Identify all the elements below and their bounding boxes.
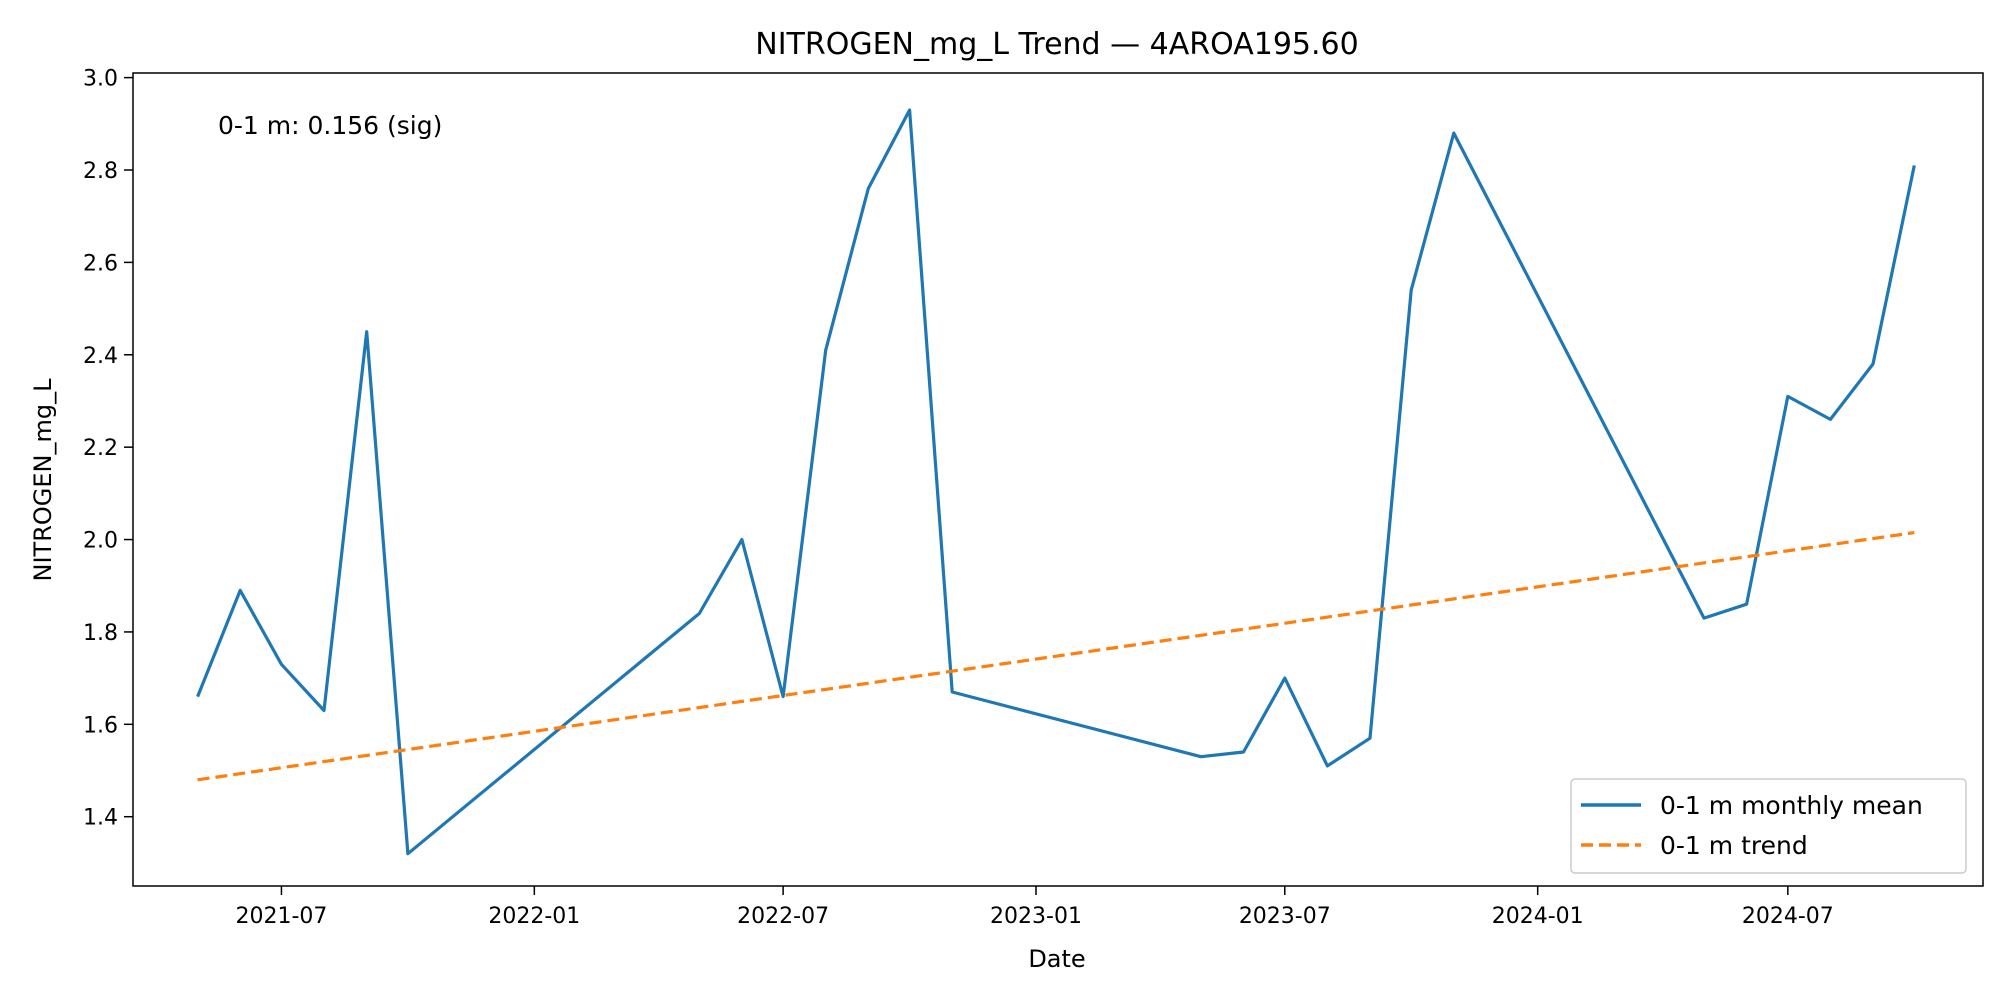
- x-tick-label: 2024-07: [1742, 904, 1834, 929]
- x-tick-label: 2022-01: [488, 904, 580, 929]
- y-axis: 1.4 1.6 1.8 2.0 2.2 2.4 2.6 2.8 3.0: [83, 67, 133, 831]
- y-axis-title: NITROGEN_mg_L: [29, 378, 57, 582]
- y-tick-label: 1.8: [83, 621, 118, 646]
- plot-frame: [132, 72, 1984, 887]
- y-tick-label: 3.0: [83, 67, 118, 92]
- y-tick-label: 1.4: [83, 806, 118, 831]
- plot-area: [196, 108, 1916, 856]
- legend-label-monthly-mean: 0-1 m monthly mean: [1660, 791, 1923, 820]
- x-axis: 2021-07 2022-01 2022-07 2023-01 2023-07 2024-…: [235, 886, 1834, 929]
- x-tick-label: 2022-07: [737, 904, 829, 929]
- legend: 0-1 m monthly mean 0-1 m trend: [1570, 778, 1967, 874]
- y-tick-label: 2.6: [83, 251, 118, 276]
- y-tick-label: 2.0: [83, 529, 118, 554]
- y-tick-label: 2.2: [83, 436, 118, 461]
- x-tick-label: 2024-01: [1492, 904, 1584, 929]
- series-line-monthly-mean: [196, 108, 1916, 856]
- x-tick-label: 2023-01: [990, 904, 1082, 929]
- legend-label-trend: 0-1 m trend: [1660, 831, 1808, 860]
- x-axis-title: Date: [1028, 945, 1085, 973]
- series-line-trend: [197, 531, 1915, 782]
- x-tick-label: 2021-07: [235, 904, 327, 929]
- trend-annotation: 0-1 m: 0.156 (sig): [218, 111, 442, 140]
- legend-box: [1570, 778, 1967, 874]
- x-tick-label: 2023-07: [1239, 904, 1331, 929]
- y-tick-label: 1.6: [83, 713, 118, 738]
- y-tick-label: 2.8: [83, 159, 118, 184]
- chart-title: NITROGEN_mg_L Trend — 4AROA195.60: [755, 27, 1358, 62]
- y-tick-label: 2.4: [83, 344, 118, 369]
